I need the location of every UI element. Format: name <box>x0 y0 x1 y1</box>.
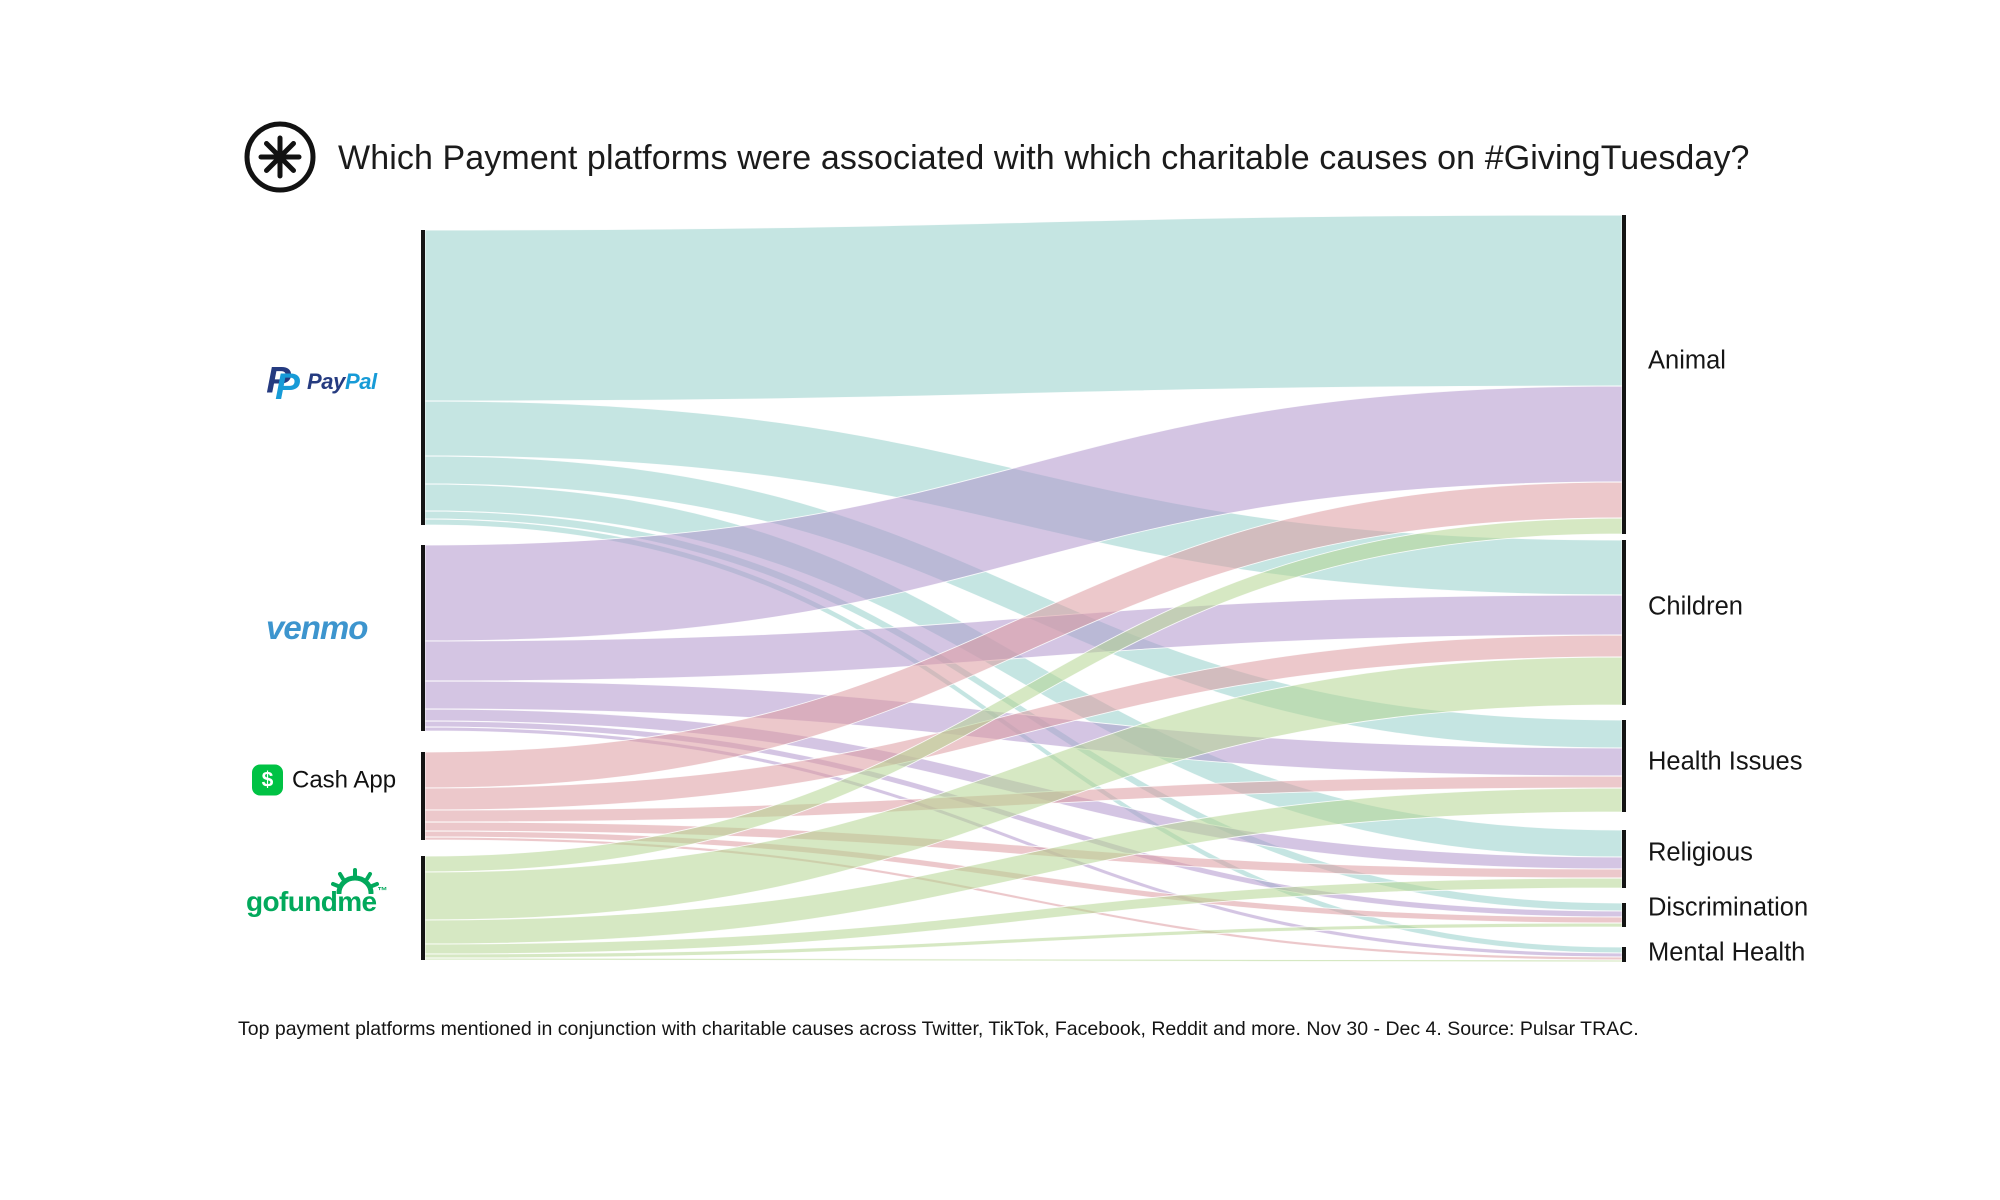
target-label-children: Children <box>1648 592 1743 620</box>
paypal-icon: P P <box>266 359 300 405</box>
sankey-node-cashapp <box>421 752 425 840</box>
cashapp-logo: $ Cash App <box>252 764 397 796</box>
gofundme-sunburst-icon <box>330 868 379 894</box>
sankey-node-paypal <box>421 230 425 525</box>
gofundme-wordmark: gofundme <box>246 886 377 917</box>
sankey-node-mental <box>1622 947 1626 962</box>
sankey-node-venmo <box>421 545 425 731</box>
paypal-wordmark-pay: Pay <box>307 368 345 394</box>
gofundme-logo: gofundme ™ <box>246 868 388 918</box>
sankey-node-discrimination <box>1622 903 1626 927</box>
pulsar-asterisk-logo-icon <box>244 121 316 193</box>
sankey-node-animal <box>1622 215 1626 534</box>
svg-text:P: P <box>266 359 291 401</box>
target-label-animal: Animal <box>1648 346 1726 374</box>
sankey-node-gofundme <box>421 856 425 960</box>
sankey-node-health <box>1622 720 1626 812</box>
cashapp-wordmark: Cash App <box>292 766 397 793</box>
paypal-wordmark-pal: Pal <box>344 368 377 394</box>
header: Which Payment platforms were associated … <box>238 116 1750 200</box>
sankey-node-children <box>1622 540 1626 705</box>
sankey-link-paypal-animal <box>424 214 1623 402</box>
gofundme-trademark: ™ <box>377 886 388 897</box>
target-label-religious: Religious <box>1648 838 1753 867</box>
svg-text:P: P <box>275 364 300 404</box>
target-label-mental-health: Mental Health <box>1648 938 1806 966</box>
cashapp-dollar-icon: $ <box>252 764 283 796</box>
target-label-discrimination: Discrimination <box>1648 893 1809 922</box>
chart-title: Which Payment platforms were associated … <box>338 138 1750 177</box>
caption-text: Top payment platforms mentioned in conju… <box>238 1018 1639 1040</box>
sankey-link-gofundme-mental <box>424 957 1623 963</box>
paypal-wordmark: PayPal <box>307 369 377 395</box>
target-label-health-issues: Health Issues <box>1648 747 1803 776</box>
venmo-logo: venmo <box>266 609 368 646</box>
sankey-node-religious <box>1622 830 1626 888</box>
paypal-logo: P P PayPal <box>266 359 377 405</box>
